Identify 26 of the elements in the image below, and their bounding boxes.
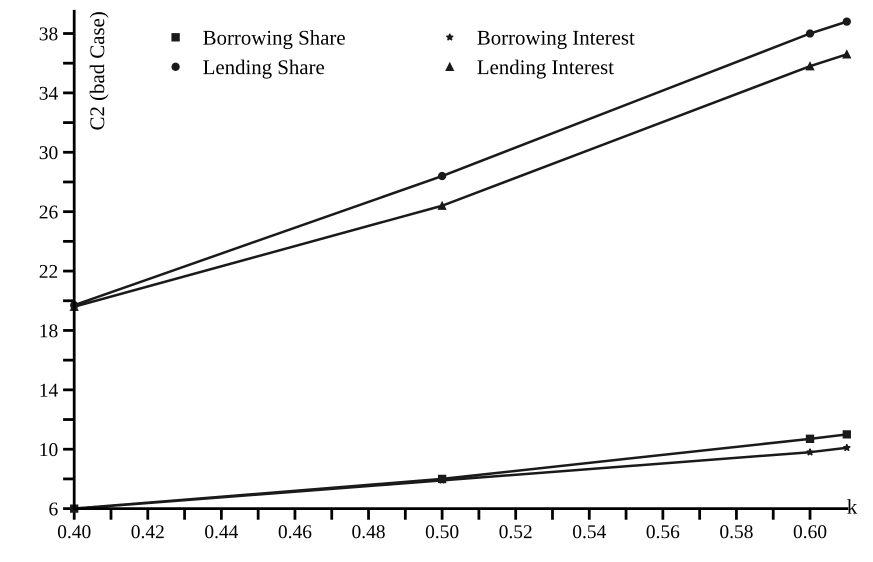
y-tick-label: 22 [40,264,58,278]
x-tick-label: 0.56 [646,525,680,538]
x-tick-label: 0.40 [58,525,90,538]
x-axis-title: k [847,499,858,514]
x-tick-label: 0.42 [132,525,164,538]
legend-label: Borrowing Share [203,30,345,50]
x-tick-label: 0.48 [352,525,385,538]
x-tick-label: 0.60 [794,525,826,538]
x-tick-label: 0.54 [573,525,606,538]
y-tick-label: 26 [40,206,58,219]
y-axis-title: C2 (bad Case) [90,12,109,130]
x-tick-label: 0.44 [205,525,238,538]
x-tick-label: 0.58 [720,525,753,538]
y-tick-label: 6 [49,502,58,516]
legend-label: Borrowing Interest [477,30,635,50]
y-tick-label: 30 [40,146,58,160]
x-tick-label: 0.50 [426,525,458,538]
legend-label: Lending Interest [477,60,614,79]
y-tick-label: 14 [40,384,58,397]
x-tick-label: 0.46 [278,525,312,538]
y-tick-label: 10 [40,443,58,456]
y-tick-label: 34 [40,86,58,100]
x-tick-label: 0.52 [499,525,532,538]
legend-label: Lending Share [203,60,324,79]
y-tick-label: 38 [40,27,58,40]
y-tick-label: 18 [40,324,58,338]
